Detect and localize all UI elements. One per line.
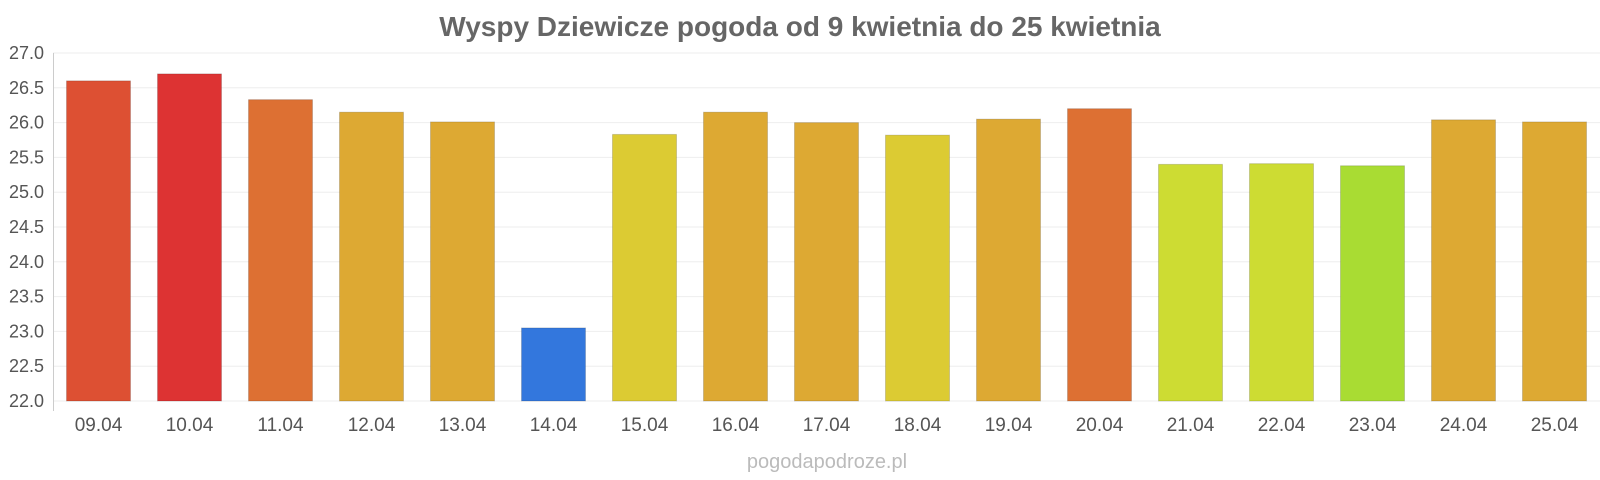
y-tick-label: 22.5 [9, 356, 44, 376]
x-tick-label: 17.04 [803, 415, 851, 436]
x-tick-label: 18.04 [894, 415, 942, 436]
x-tick-label: 12.04 [348, 415, 396, 436]
y-tick-label: 25.0 [9, 182, 44, 202]
y-tick-label: 24.0 [9, 252, 44, 272]
bar-12.04 [339, 111, 404, 402]
x-tick-label: 14.04 [530, 415, 578, 436]
bar-23.04 [1340, 165, 1405, 402]
x-tick-label: 11.04 [257, 415, 304, 436]
bar-20.04 [1067, 108, 1132, 402]
x-tick-label: 19.04 [985, 415, 1033, 436]
bar-25.04 [1522, 121, 1587, 402]
chart-title: Wyspy Dziewicze pogoda od 9 kwietnia do … [439, 11, 1161, 42]
bar-11.04 [248, 99, 313, 402]
x-tick-label: 23.04 [1349, 415, 1397, 436]
y-tick-label: 24.5 [9, 217, 44, 237]
watermark-text: pogodapodroze.pl [747, 451, 907, 473]
x-tick-label: 15.04 [621, 415, 669, 436]
x-tick-label: 24.04 [1440, 415, 1488, 436]
y-tick-label: 26.5 [9, 78, 44, 98]
bar-09.04 [66, 80, 131, 402]
bar-15.04 [612, 133, 677, 402]
bars [66, 73, 1587, 402]
bar-22.04 [1249, 163, 1314, 402]
bar-19.04 [976, 118, 1041, 402]
bar-10.04 [157, 73, 222, 402]
y-axis: 22.0 22.5 23.0 23.5 24.0 24.5 25.0 25.5 26.0 26.5… [9, 43, 54, 411]
x-tick-label: 25.04 [1531, 415, 1579, 436]
x-tick-label: 21.04 [1167, 415, 1215, 436]
y-tick-label: 22.0 [9, 391, 44, 411]
x-tick-label: 16.04 [712, 415, 760, 436]
bar-13.04 [430, 121, 495, 402]
bar-16.04 [703, 111, 768, 402]
bar-14.04 [521, 327, 586, 402]
bar-18.04 [885, 134, 950, 402]
x-tick-label: 13.04 [439, 415, 487, 436]
x-axis: 09.04 10.04 11.04 12.04 13.04 14.04 15.04 16.04… [75, 415, 1579, 436]
y-tick-label: 23.0 [9, 321, 44, 341]
bar-17.04 [794, 122, 859, 402]
y-tick-label: 23.5 [9, 287, 44, 307]
y-tick-label: 25.5 [9, 147, 44, 167]
bar-21.04 [1158, 163, 1223, 402]
bar-24.04 [1431, 119, 1496, 402]
y-tick-label: 26.0 [9, 113, 44, 133]
x-tick-label: 10.04 [166, 415, 214, 436]
x-tick-label: 20.04 [1076, 415, 1124, 436]
x-tick-label: 09.04 [75, 415, 123, 436]
x-tick-label: 22.04 [1258, 415, 1306, 436]
y-tick-label: 27.0 [9, 43, 44, 63]
